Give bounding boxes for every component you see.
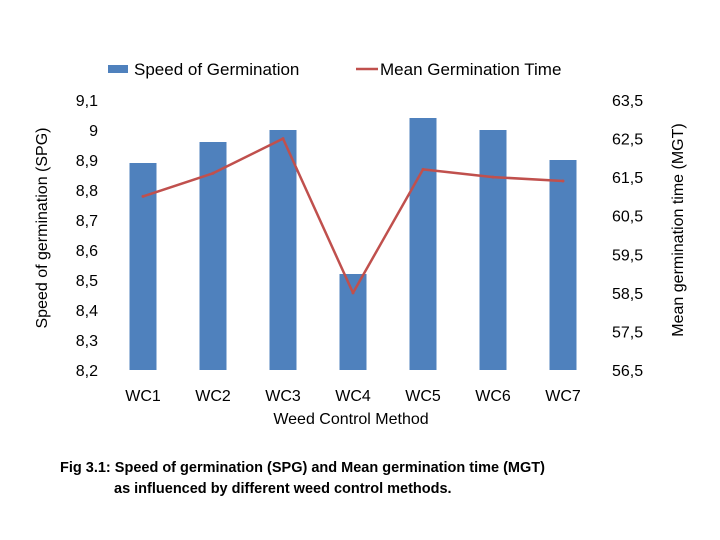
right-tick-label: 60,5 [612,209,643,226]
bar-wc2 [199,142,227,370]
left-tick-label: 8,9 [76,153,98,170]
x-axis-ticks: WC1 WC2 WC3 WC4 WC5 WC6 WC7 [125,388,581,405]
mgt-point-wc4 [351,291,355,295]
x-tick-label: WC7 [545,388,581,405]
bar-wc6 [479,130,507,370]
right-tick-label: 57,5 [612,324,643,341]
left-tick-label: 8,8 [76,183,98,200]
right-tick-label: 63,5 [612,93,643,110]
y-axis-title-left: Speed of germination (SPG) [34,128,51,329]
right-tick-label: 61,5 [612,170,643,187]
x-tick-label: WC4 [335,388,371,405]
mgt-point-wc6 [491,175,495,179]
mgt-point-wc3 [281,137,285,141]
y-axis-title-right: Mean germination time (MGT) [670,123,687,336]
bar-series [129,118,577,370]
bar-wc7 [549,160,577,370]
right-tick-label: 62,5 [612,132,643,149]
right-axis-ticks: 56,5 57,5 58,5 59,5 60,5 61,5 62,5 63,5 [612,93,643,380]
left-tick-label: 9 [89,123,98,140]
x-tick-label: WC3 [265,388,301,405]
left-tick-label: 9,1 [76,93,98,110]
caption-line-1: Fig 3.1: Speed of germination (SPG) and … [60,460,545,476]
legend-swatch-speed-of-germination [108,65,128,73]
left-tick-label: 8,7 [76,213,98,230]
left-axis-ticks: 8,2 8,3 8,4 8,5 8,6 8,7 8,8 8,9 9 9,1 [76,93,98,380]
x-tick-label: WC1 [125,388,161,405]
left-tick-label: 8,5 [76,273,98,290]
mgt-point-wc2 [211,171,215,175]
x-tick-label: WC6 [475,388,511,405]
x-tick-label: WC2 [195,388,231,405]
right-tick-label: 59,5 [612,247,643,264]
x-tick-label: WC5 [405,388,441,405]
caption-line-2: as influenced by different weed control … [114,481,452,497]
x-axis-title: Weed Control Method [273,411,428,428]
mgt-point-wc5 [421,167,425,171]
left-tick-label: 8,2 [76,363,98,380]
legend-label-speed-of-germination: Speed of Germination [134,60,299,79]
figure-caption: Fig 3.1: Speed of germination (SPG) and … [60,458,660,500]
bar-wc5 [409,118,437,370]
line-series [141,137,565,295]
mgt-point-wc7 [561,179,565,183]
legend: Speed of Germination Mean Germination Ti… [108,60,561,79]
right-tick-label: 58,5 [612,286,643,303]
right-tick-label: 56,5 [612,363,643,380]
left-tick-label: 8,6 [76,243,98,260]
left-tick-label: 8,3 [76,333,98,350]
left-tick-label: 8,4 [76,303,98,320]
mgt-point-wc1 [141,194,145,198]
bar-wc3 [269,130,297,370]
combo-chart: Speed of Germination Mean Germination Ti… [34,60,687,428]
legend-label-mean-germination-time: Mean Germination Time [380,60,561,79]
bar-wc4 [339,274,367,370]
